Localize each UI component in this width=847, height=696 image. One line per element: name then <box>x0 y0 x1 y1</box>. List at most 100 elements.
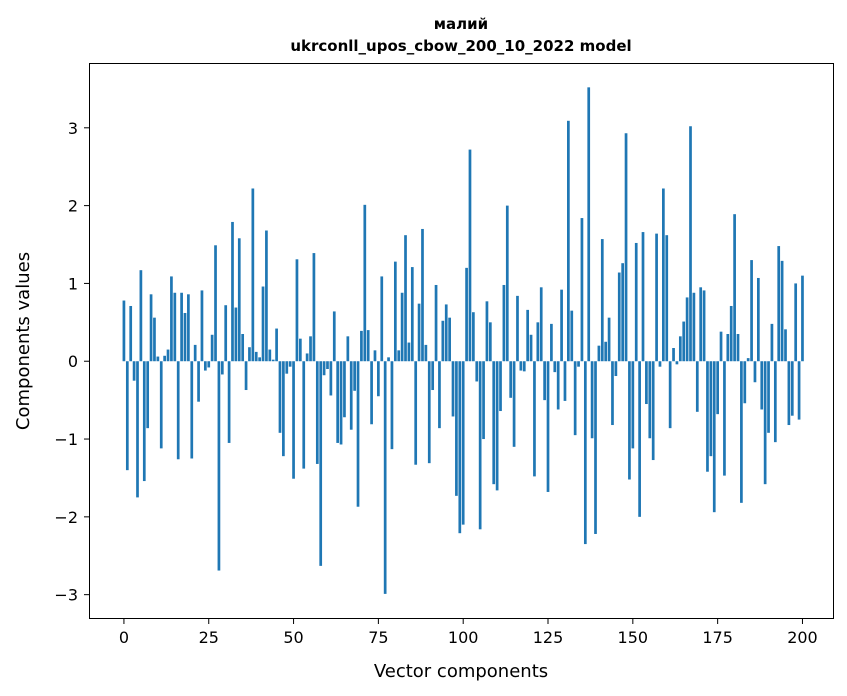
bar-58 <box>319 361 323 566</box>
bar-162 <box>672 348 675 362</box>
bar-96 <box>448 317 451 362</box>
bar-191 <box>770 323 774 362</box>
bar-113 <box>505 205 509 362</box>
bar-181 <box>736 334 740 362</box>
x-tick-label: 150 <box>618 628 649 647</box>
bar-145 <box>614 361 618 377</box>
bar-101 <box>465 267 468 362</box>
x-tick-label: 200 <box>787 628 818 647</box>
bar-31 <box>227 361 231 443</box>
bar-100 <box>461 361 465 525</box>
bar-86 <box>414 361 418 465</box>
bar-160 <box>665 235 669 362</box>
bar-171 <box>702 290 706 362</box>
bar-1 <box>125 361 129 471</box>
x-axis-label: Vector components <box>374 661 548 682</box>
bar-21 <box>193 344 197 362</box>
bar-48 <box>285 361 289 374</box>
bar-83 <box>404 235 407 362</box>
bar-71 <box>363 204 367 362</box>
bar-183 <box>743 361 747 404</box>
bar-94 <box>441 320 445 362</box>
y-tick-label: 1 <box>68 274 78 293</box>
bar-155 <box>648 361 652 439</box>
bar-70 <box>360 330 363 362</box>
bar-103 <box>472 312 475 362</box>
bar-173 <box>709 361 713 457</box>
bar-80 <box>393 261 397 362</box>
bar-189 <box>763 361 767 485</box>
y-tick-label: −1 <box>54 430 78 449</box>
bar-186 <box>753 361 757 383</box>
bar-18 <box>183 312 187 362</box>
bar-34 <box>237 238 241 362</box>
bar-65 <box>343 361 346 418</box>
bar-167 <box>689 126 692 362</box>
bar-47 <box>282 361 285 457</box>
bar-98 <box>455 361 458 496</box>
chart-title-line1: малий <box>434 15 488 33</box>
bar-139 <box>594 361 597 534</box>
bar-122 <box>536 322 540 362</box>
bar-119 <box>526 309 530 362</box>
chart-title-line2: ukrconll_upos_cbow_200_10_2022 model <box>290 37 631 55</box>
bar-133 <box>573 361 577 436</box>
bar-193 <box>777 246 781 362</box>
bar-187 <box>757 277 760 362</box>
bar-56 <box>312 253 316 362</box>
bar-55 <box>309 336 312 362</box>
bar-9 <box>153 317 156 362</box>
bar-36 <box>244 361 248 391</box>
bar-87 <box>417 303 421 362</box>
bar-76 <box>380 276 384 362</box>
bar-128 <box>556 361 560 410</box>
y-tick-label: −3 <box>54 586 78 605</box>
bar-161 <box>668 361 672 429</box>
bar-29 <box>220 361 224 375</box>
bar-143 <box>607 317 611 362</box>
bar-178 <box>726 334 730 362</box>
bar-57 <box>315 361 319 464</box>
bar-132 <box>570 310 574 362</box>
bar-170 <box>699 287 703 362</box>
bar-14 <box>170 276 173 362</box>
bar-77 <box>383 361 387 594</box>
bar-120 <box>529 334 533 362</box>
bar-41 <box>261 286 265 362</box>
bar-11 <box>159 361 163 449</box>
bar-123 <box>539 287 543 362</box>
bar-118 <box>522 361 526 372</box>
bar-179 <box>729 305 733 362</box>
bar-59 <box>322 361 326 376</box>
bar-104 <box>475 361 479 382</box>
bar-53 <box>302 361 306 469</box>
bar-125 <box>546 361 550 492</box>
bar-148 <box>624 133 628 362</box>
bars-group <box>122 87 804 594</box>
x-tick-label: 125 <box>533 628 564 647</box>
bar-42 <box>265 230 268 362</box>
bar-46 <box>278 361 282 433</box>
bar-156 <box>651 361 655 461</box>
bar-64 <box>339 361 343 445</box>
bar-194 <box>780 260 784 362</box>
bar-4 <box>136 361 139 498</box>
bar-112 <box>502 284 506 362</box>
bar-175 <box>716 361 719 415</box>
bar-52 <box>298 338 302 362</box>
bar-17 <box>180 292 183 362</box>
bar-172 <box>706 361 709 472</box>
bar-198 <box>794 283 798 362</box>
bar-23 <box>200 290 204 362</box>
bar-190 <box>767 361 770 433</box>
bar-27 <box>214 245 217 362</box>
x-tick-label: 25 <box>199 628 219 647</box>
bar-192 <box>773 361 777 443</box>
bar-106 <box>482 361 485 440</box>
bar-129 <box>560 289 563 362</box>
bar-157 <box>655 233 658 362</box>
bar-141 <box>600 239 604 362</box>
bar-131 <box>567 120 570 362</box>
bar-174 <box>712 361 716 513</box>
bar-90 <box>427 361 431 464</box>
